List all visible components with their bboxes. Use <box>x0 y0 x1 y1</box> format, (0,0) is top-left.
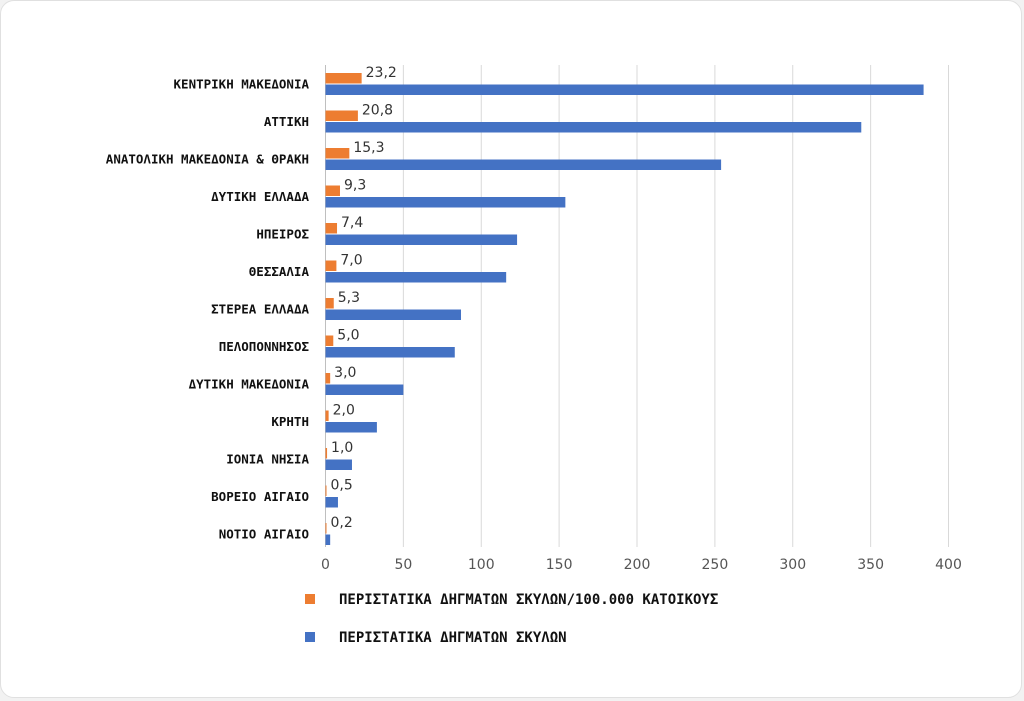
category-label: ΙΟΝΙΑ ΝΗΣΙΑ <box>226 452 309 467</box>
bar-per-100k <box>325 373 331 384</box>
x-tick-label: 50 <box>394 557 412 573</box>
data-label: 7,0 <box>340 253 362 269</box>
bar-cases <box>325 497 338 508</box>
category-label: ΔΥΤΙΚΗ ΕΛΛΑΔΑ <box>211 189 309 204</box>
category-label: ΑΤΤΙΚΗ <box>264 114 309 129</box>
bar-per-100k <box>325 448 328 459</box>
bar-cases <box>325 309 462 320</box>
bar-per-100k <box>325 523 327 534</box>
bars <box>325 73 924 545</box>
bar-per-100k <box>325 110 358 121</box>
bar-cases <box>325 422 377 433</box>
data-label: 0,2 <box>331 515 353 531</box>
bar-cases <box>325 159 722 170</box>
bar-cases <box>325 84 924 95</box>
legend-swatch <box>305 632 315 642</box>
category-label: ΑΝΑΤΟΛΙΚΗ ΜΑΚΕΔΟΝΙΑ & ΘΡΑΚΗ <box>106 152 309 167</box>
bar-cases <box>325 347 455 358</box>
category-label: ΗΠΕΙΡΟΣ <box>256 227 309 242</box>
data-label: 5,3 <box>338 290 360 306</box>
data-label: 15,3 <box>353 140 384 156</box>
bar-per-100k <box>325 185 340 196</box>
bar-cases <box>325 122 862 133</box>
category-label: ΒΟΡΕΙΟ ΑΙΓΑΙΟ <box>211 489 309 504</box>
x-tick-label: 400 <box>935 557 962 573</box>
x-tick-label: 100 <box>468 557 495 573</box>
bar-per-100k <box>325 410 329 421</box>
labels: 0 50 100 150 200 250 300 350 400 ΚΕΝΤΡΙΚΗ ΜΑΚΕΔΟΝ… <box>106 65 962 573</box>
x-tick-label: 150 <box>546 557 573 573</box>
x-tick-label: 200 <box>624 557 651 573</box>
data-label: 1,0 <box>331 440 353 456</box>
bar-cases <box>325 459 352 470</box>
legend-label: ΠΕΡΙΣΤΑΤΙΚΑ ΔΗΓΜΑΤΩΝ ΣΚΥΛΩΝ/100.000 ΚΑΤΟ… <box>339 592 718 608</box>
category-label: ΚΕΝΤΡΙΚΗ ΜΑΚΕΔΟΝΙΑ <box>174 77 310 92</box>
gridlines <box>325 65 949 547</box>
data-label: 5,0 <box>337 328 359 344</box>
bar-cases <box>325 197 566 208</box>
category-label: ΘΕΣΣΑΛΙΑ <box>249 264 310 279</box>
bar-per-100k <box>325 148 350 159</box>
data-label: 2,0 <box>333 403 355 419</box>
bar-per-100k <box>325 335 334 346</box>
legend-label: ΠΕΡΙΣΤΑΤΙΚΑ ΔΗΓΜΑΤΩΝ ΣΚΥΛΩΝ <box>339 630 567 646</box>
x-tick-label: 350 <box>857 557 884 573</box>
bar-per-100k <box>325 298 334 309</box>
legend-swatch <box>305 594 315 604</box>
category-label: ΝΟΤΙΟ ΑΙΓΑΙΟ <box>219 527 309 542</box>
data-label: 0,5 <box>331 478 353 494</box>
x-tick-label: 0 <box>321 557 330 573</box>
category-label: ΣΤΕΡΕΑ ΕΛΛΑΔΑ <box>211 302 309 317</box>
bar-cases <box>325 234 518 245</box>
bar-per-100k <box>325 485 327 496</box>
category-label: ΔΥΤΙΚΗ ΜΑΚΕΔΟΝΙΑ <box>189 377 310 392</box>
bar-per-100k <box>325 73 362 84</box>
bar-cases <box>325 384 404 395</box>
x-tick-label: 300 <box>779 557 806 573</box>
bar-cases <box>325 534 331 545</box>
category-label: ΠΕΛΟΠΟΝΝΗΣΟΣ <box>219 339 309 354</box>
data-label: 23,2 <box>366 65 397 81</box>
data-label: 7,4 <box>341 215 363 231</box>
category-label: ΚΡΗΤΗ <box>271 414 309 429</box>
bar-per-100k <box>325 260 337 271</box>
bar-cases <box>325 272 507 283</box>
x-tick-label: 250 <box>702 557 729 573</box>
data-label: 9,3 <box>344 178 366 194</box>
bar-per-100k <box>325 223 338 234</box>
data-label: 20,8 <box>362 103 393 119</box>
legend: ΠΕΡΙΣΤΑΤΙΚΑ ΔΗΓΜΑΤΩΝ ΣΚΥΛΩΝ/100.000 ΚΑΤΟ… <box>305 592 718 646</box>
data-label: 3,0 <box>334 365 356 381</box>
